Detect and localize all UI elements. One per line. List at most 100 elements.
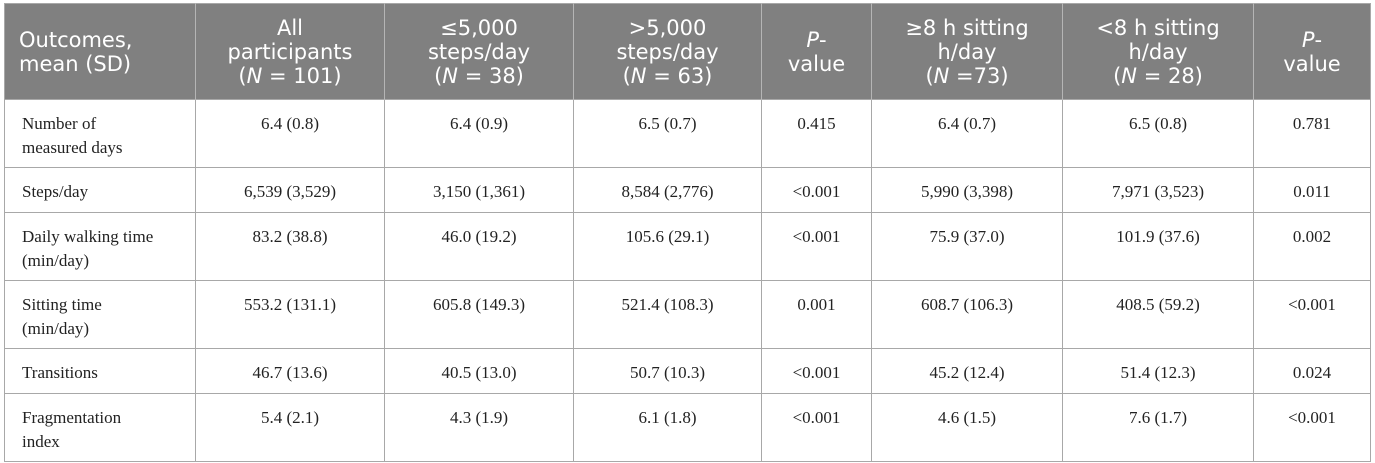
header-p2-line1: P- bbox=[1260, 28, 1364, 52]
outcomes-table: Outcomes, mean (SD) All participants (N … bbox=[4, 3, 1371, 462]
cell-all: 6.4 (0.8) bbox=[195, 99, 385, 168]
table-row: Steps/day 6,539 (3,529) 3,150 (1,361) 8,… bbox=[4, 167, 1371, 213]
cell-le5000: 3,150 (1,361) bbox=[384, 167, 574, 213]
cell-ge8: 4.6 (1.5) bbox=[871, 393, 1063, 462]
cell-gt5000: 50.7 (10.3) bbox=[573, 348, 762, 394]
header-outcomes: Outcomes, mean (SD) bbox=[4, 3, 196, 100]
row-label-line1: Steps/day bbox=[22, 182, 89, 201]
cell-le5000: 40.5 (13.0) bbox=[384, 348, 574, 394]
header-all-line2: participants bbox=[227, 39, 353, 64]
n-symbol: N bbox=[246, 63, 263, 88]
cell-p2: 0.011 bbox=[1253, 167, 1371, 213]
header-p1-line2: value bbox=[787, 51, 846, 76]
row-label-line2: (min/day) bbox=[22, 251, 90, 270]
cell-p2: 0.781 bbox=[1253, 99, 1371, 168]
header-lt8-line1: <8 h sitting bbox=[1096, 15, 1220, 40]
header-le5000-n-value: = 38) bbox=[458, 63, 524, 88]
header-all-n-value: = 101) bbox=[262, 63, 342, 88]
row-label-line2: index bbox=[22, 432, 60, 451]
header-gt5000-n-value: = 63) bbox=[646, 63, 713, 88]
row-label-line1: Transitions bbox=[22, 363, 98, 382]
cell-p1: <0.001 bbox=[761, 348, 872, 394]
table-body: Number of measured days 6.4 (0.8) 6.4 (0.… bbox=[4, 99, 1371, 462]
cell-lt8: 7,971 (3,523) bbox=[1062, 167, 1254, 213]
header-outcomes-line2: mean (SD) bbox=[19, 51, 132, 76]
header-ge8-n-value: =73) bbox=[949, 63, 1009, 88]
row-label-line1: Daily walking time bbox=[22, 227, 154, 246]
cell-all: 5.4 (2.1) bbox=[195, 393, 385, 462]
header-gt5000: >5,000 steps/day (N = 63) bbox=[573, 3, 762, 100]
p-symbol: P bbox=[1301, 27, 1315, 52]
header-lt8-n-value: = 28) bbox=[1137, 63, 1203, 88]
header-all-participants: All participants (N = 101) bbox=[195, 3, 385, 100]
header-gt5000-n: (N = 63) bbox=[622, 63, 713, 88]
row-label: Transitions bbox=[4, 348, 196, 394]
row-label: Sitting time (min/day) bbox=[4, 280, 196, 349]
cell-le5000: 605.8 (149.3) bbox=[384, 280, 574, 349]
cell-ge8: 75.9 (37.0) bbox=[871, 212, 1063, 281]
n-symbol: N bbox=[1121, 63, 1138, 88]
n-symbol: N bbox=[442, 63, 459, 88]
cell-gt5000: 6.5 (0.7) bbox=[573, 99, 762, 168]
cell-le5000: 46.0 (19.2) bbox=[384, 212, 574, 281]
table-row: Transitions 46.7 (13.6) 40.5 (13.0) 50.7… bbox=[4, 348, 1371, 394]
table-row: Number of measured days 6.4 (0.8) 6.4 (0.… bbox=[4, 99, 1371, 168]
cell-ge8: 6.4 (0.7) bbox=[871, 99, 1063, 168]
cell-p1: 0.001 bbox=[761, 280, 872, 349]
cell-gt5000: 8,584 (2,776) bbox=[573, 167, 762, 213]
table-header: Outcomes, mean (SD) All participants (N … bbox=[4, 3, 1371, 100]
header-ge8-sitting: ≥8 h sitting h/day (N =73) bbox=[871, 3, 1063, 100]
header-outcomes-line1: Outcomes, bbox=[19, 27, 133, 52]
row-label: Number of measured days bbox=[4, 99, 196, 168]
table-row: Fragmentation index 5.4 (2.1) 4.3 (1.9) 6… bbox=[4, 393, 1371, 462]
cell-all: 553.2 (131.1) bbox=[195, 280, 385, 349]
cell-p2: 0.002 bbox=[1253, 212, 1371, 281]
header-p-value-steps: P- value bbox=[761, 3, 872, 100]
cell-p2: <0.001 bbox=[1253, 393, 1371, 462]
cell-ge8: 5,990 (3,398) bbox=[871, 167, 1063, 213]
cell-all: 46.7 (13.6) bbox=[195, 348, 385, 394]
header-le5000-line1: ≤5,000 bbox=[440, 15, 518, 40]
header-all-n: (N = 101) bbox=[238, 63, 342, 88]
cell-le5000: 6.4 (0.9) bbox=[384, 99, 574, 168]
cell-all: 83.2 (38.8) bbox=[195, 212, 385, 281]
header-le5000: ≤5,000 steps/day (N = 38) bbox=[384, 3, 574, 100]
table-row: Daily walking time (min/day) 83.2 (38.8) … bbox=[4, 212, 1371, 281]
row-label-line1: Number of bbox=[22, 114, 97, 133]
header-p2-line2: value bbox=[1283, 51, 1341, 76]
cell-le5000: 4.3 (1.9) bbox=[384, 393, 574, 462]
cell-lt8: 101.9 (37.6) bbox=[1062, 212, 1254, 281]
cell-lt8: 7.6 (1.7) bbox=[1062, 393, 1254, 462]
header-lt8-n: (N = 28) bbox=[1113, 63, 1203, 88]
row-label: Steps/day bbox=[4, 167, 196, 213]
header-p1-line1: P- bbox=[768, 28, 865, 52]
row-label-line2: measured days bbox=[22, 138, 123, 157]
cell-p2: <0.001 bbox=[1253, 280, 1371, 349]
header-le5000-n: (N = 38) bbox=[434, 63, 524, 88]
header-ge8-n: (N =73) bbox=[925, 63, 1009, 88]
cell-ge8: 608.7 (106.3) bbox=[871, 280, 1063, 349]
header-lt8-line2: h/day bbox=[1128, 39, 1188, 64]
cell-p1: <0.001 bbox=[761, 167, 872, 213]
row-label: Daily walking time (min/day) bbox=[4, 212, 196, 281]
cell-lt8: 6.5 (0.8) bbox=[1062, 99, 1254, 168]
cell-all: 6,539 (3,529) bbox=[195, 167, 385, 213]
cell-p1: <0.001 bbox=[761, 393, 872, 462]
p-symbol: P bbox=[806, 27, 820, 52]
cell-ge8: 45.2 (12.4) bbox=[871, 348, 1063, 394]
header-all-line1: All bbox=[276, 15, 304, 40]
cell-gt5000: 521.4 (108.3) bbox=[573, 280, 762, 349]
header-ge8-line2: h/day bbox=[937, 39, 997, 64]
cell-p2: 0.024 bbox=[1253, 348, 1371, 394]
n-symbol: N bbox=[933, 63, 950, 88]
cell-lt8: 51.4 (12.3) bbox=[1062, 348, 1254, 394]
cell-p1: <0.001 bbox=[761, 212, 872, 281]
row-label-line2: (min/day) bbox=[22, 319, 90, 338]
p-dash: - bbox=[1314, 27, 1323, 52]
header-p-value-sitting: P- value bbox=[1253, 3, 1371, 100]
header-gt5000-line1: >5,000 bbox=[628, 15, 707, 40]
row-label-line1: Sitting time bbox=[22, 295, 102, 314]
header-gt5000-line2: steps/day bbox=[616, 39, 719, 64]
table-row: Sitting time (min/day) 553.2 (131.1) 605.… bbox=[4, 280, 1371, 349]
row-label: Fragmentation index bbox=[4, 393, 196, 462]
